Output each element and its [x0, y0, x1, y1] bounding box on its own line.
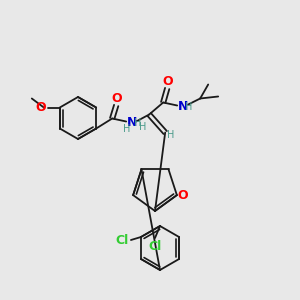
Text: H: H — [124, 124, 131, 134]
Text: N: N — [127, 116, 137, 129]
Text: H: H — [134, 118, 142, 128]
Text: O: O — [163, 75, 173, 88]
Text: H: H — [140, 122, 147, 131]
Text: N: N — [178, 100, 188, 113]
Text: Cl: Cl — [148, 241, 162, 254]
Text: H: H — [185, 103, 193, 112]
Text: O: O — [35, 101, 46, 114]
Text: O: O — [178, 189, 188, 202]
Text: H: H — [167, 130, 175, 140]
Text: O: O — [112, 92, 122, 105]
Text: Cl: Cl — [115, 233, 129, 247]
